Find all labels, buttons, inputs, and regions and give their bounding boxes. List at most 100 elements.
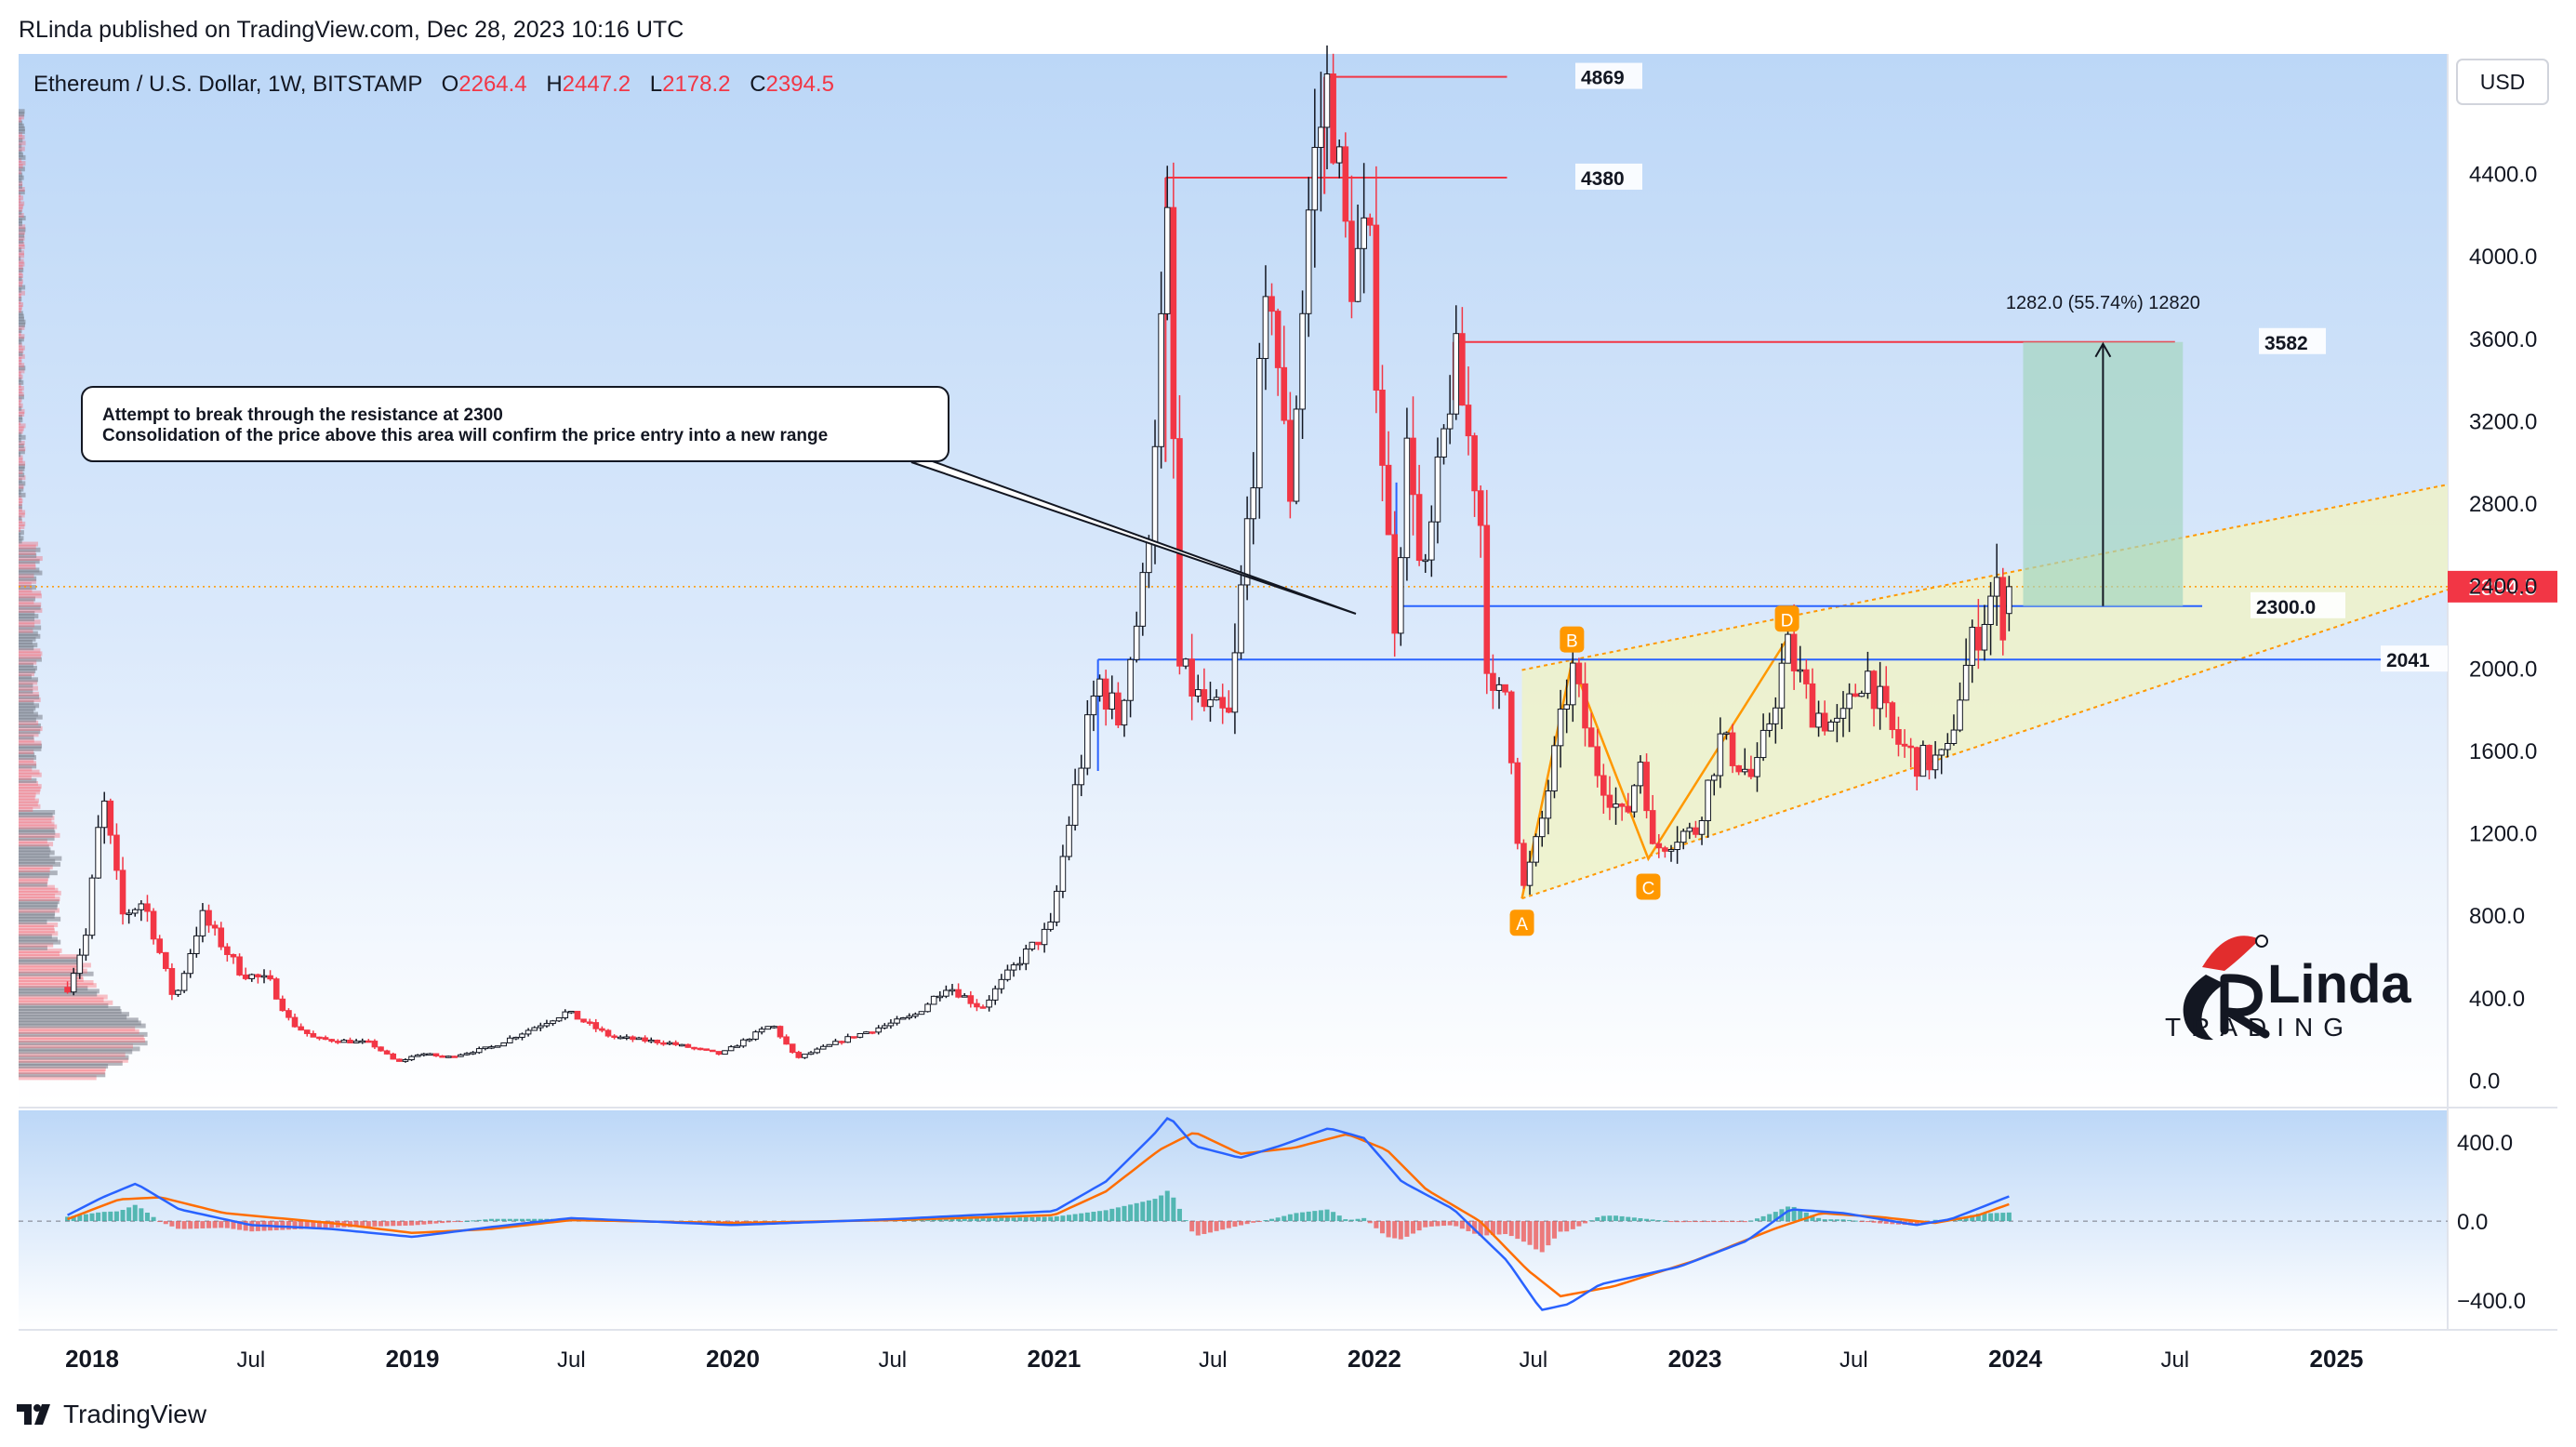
macd-histogram-bar [1662,1220,1667,1222]
candle-body [1803,669,1810,684]
candle-body [2006,586,2012,615]
volume-profile-bar [19,581,32,587]
macd-histogram-bar [329,1221,335,1228]
volume-profile-bar [19,607,43,613]
candle-body [255,974,261,977]
volume-profile [19,109,148,1081]
candle-body [1201,689,1208,708]
candle-body [131,909,139,914]
volume-profile-bar [19,209,22,215]
candle-body [470,1052,476,1055]
macd-histogram-bar [1508,1221,1514,1237]
candle-body [538,1025,544,1029]
macd-histogram-bar [1029,1216,1035,1222]
candle-body [1348,220,1355,302]
macd-histogram-bar [1564,1221,1570,1232]
volume-profile-bar [19,908,60,913]
macd-histogram-bar [1379,1221,1385,1234]
candle-body [630,1036,636,1041]
candle-body [248,974,256,979]
annotation-callout[interactable]: Attempt to break through the resistance … [81,386,1357,615]
candle-body [1096,678,1103,697]
candle-body [1066,824,1072,857]
volume-profile-bar [19,879,48,884]
candle-body [303,1029,311,1034]
macd-histogram-bar [1871,1221,1877,1223]
macd-histogram-bar [1318,1210,1323,1222]
macd-histogram-bar [372,1221,378,1227]
volume-profile-bar [19,418,23,423]
volume-profile-bar [19,648,41,654]
macd-histogram-bar [519,1218,524,1222]
candle-body [1987,595,1994,625]
time-tick-label: Jul [236,1347,265,1373]
candle-body [1575,662,1583,684]
candle-body [1594,746,1601,777]
volume-profile-bar [19,844,49,850]
volume-profile-bar [19,928,55,934]
callout-line-2: Consolidation of the price above this ar… [102,426,828,445]
volume-profile-bar [19,617,35,622]
volume-profile-bar [19,319,26,325]
candle-body [1471,435,1478,492]
macd-histogram-bar [1982,1213,1987,1222]
candle-body [1686,827,1693,832]
macd-histogram-bar [347,1221,352,1228]
volume-profile-bar [19,651,43,657]
volume-profile-bar [19,504,22,510]
volume-profile-bar [19,669,36,674]
candle-body [1693,827,1699,835]
macd-histogram-bar [1588,1220,1594,1222]
currency-button[interactable]: USD [2456,59,2549,105]
candle-body [1490,672,1496,691]
macd-histogram-bar [495,1218,500,1222]
candle-body [894,1018,900,1024]
volume-profile-bar [19,1002,109,1008]
volume-profile-bar [19,195,24,201]
candle-body [961,995,968,998]
candle-body [832,1041,839,1045]
macd-histogram-bar [219,1221,224,1228]
volume-profile-bar [19,931,59,936]
volume-profile-bar [19,842,54,847]
macd-histogram-bar [1324,1209,1330,1222]
tradingview-brand[interactable]: TradingView [17,1400,206,1429]
candle-body [1625,805,1632,813]
candle-body [260,975,268,978]
macd-histogram-bar [1084,1212,1090,1222]
macd-histogram-bar [169,1221,175,1227]
candle-body [1238,584,1244,654]
macd-histogram-bar [1171,1197,1176,1222]
candle-body [568,1010,575,1014]
open-value: 2264.4 [458,72,526,97]
volume-profile-bar [19,1072,106,1078]
candle-body [943,989,949,997]
candle-body [1410,437,1416,496]
measure-tool[interactable]: 1282.0 (55.74%) 12820 [2006,293,2200,606]
time-axis-labels: 2018 Jul 2019 Jul 2020 Jul 2021 Jul 2022 Jul 2023 J… [65,1345,2363,1373]
volume-profile-bar [19,1012,129,1017]
macd-histogram-bar [1748,1220,1754,1222]
macd-histogram-bar [181,1221,187,1229]
candle-body [1059,856,1067,892]
candle-body [1507,691,1515,763]
macd-histogram-bar [1600,1215,1606,1222]
macd-histogram-bar [1048,1216,1054,1222]
macd-histogram-bar [1883,1221,1889,1224]
macd-histogram-bar [316,1221,322,1228]
price-tick-label: 3600.0 [2469,327,2537,352]
macd-histogram-bar [231,1221,236,1229]
macd-histogram-bar [1515,1221,1520,1240]
volume-profile-bar [19,697,41,703]
candle-body [1109,692,1116,710]
volume-profile-bar [19,166,25,172]
macd-histogram-bar [188,1221,193,1229]
high-value: 2447.2 [563,72,631,97]
candle-body [175,989,181,995]
candle-body [1778,662,1786,709]
candle-body [586,1021,593,1024]
macd-histogram-bar [433,1221,439,1224]
volume-profile-bar [19,614,39,619]
volume-profile-bar [19,585,36,591]
